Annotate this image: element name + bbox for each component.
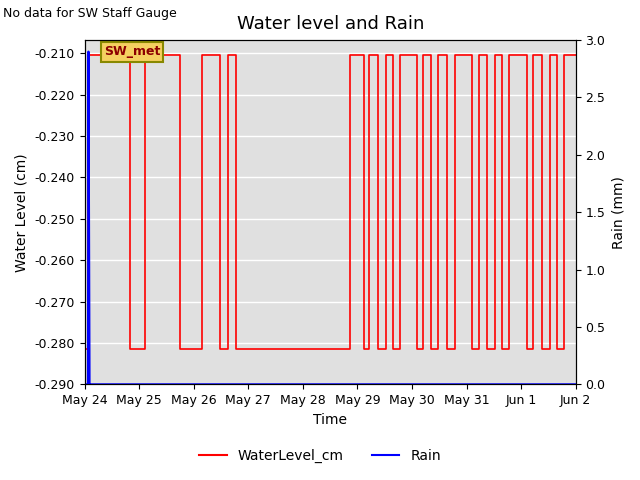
Title: Water level and Rain: Water level and Rain [237,15,424,33]
Text: SW_met: SW_met [104,46,160,59]
Text: No data for SW Staff Gauge: No data for SW Staff Gauge [3,7,177,20]
Legend: WaterLevel_cm, Rain: WaterLevel_cm, Rain [193,443,447,468]
Y-axis label: Rain (mm): Rain (mm) [611,176,625,249]
X-axis label: Time: Time [313,413,347,427]
Y-axis label: Water Level (cm): Water Level (cm) [15,153,29,272]
